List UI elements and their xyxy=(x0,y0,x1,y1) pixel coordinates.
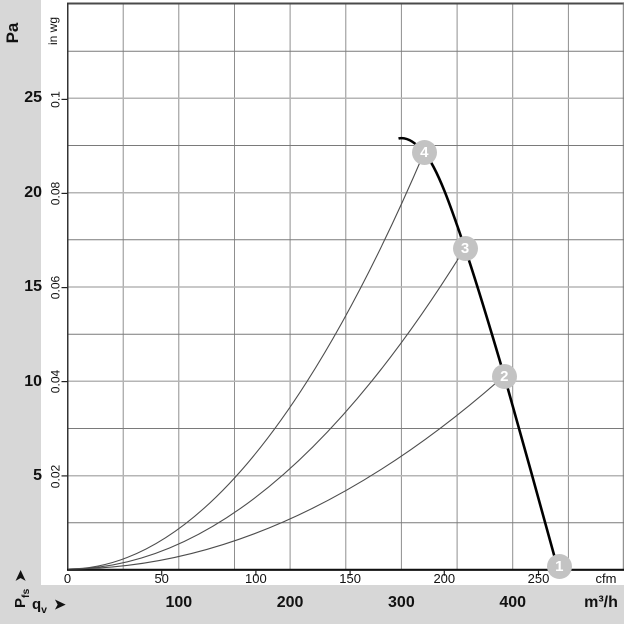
cfm-tick-label-150: 150 xyxy=(339,571,361,586)
y-axis-unit-pa: Pa xyxy=(3,22,22,44)
inwg-tick-label-0.02: 0.02 xyxy=(48,464,63,488)
qv-text: q xyxy=(32,596,42,613)
grid-horizontal-lines-dark xyxy=(67,50,624,524)
qv-subscript: v xyxy=(41,604,48,616)
cfm-tick-label-200: 200 xyxy=(433,571,456,586)
operating-point-badge-4: 4 xyxy=(411,140,437,166)
pa-tick-label-20: 20 xyxy=(24,183,42,201)
m3h-tick-label-300: 300 xyxy=(388,594,415,611)
pa-tick-label-15: 15 xyxy=(24,278,42,295)
pa-tick-label-10: 10 xyxy=(24,372,42,390)
y-axis-unit-inwg: in wg xyxy=(46,17,60,46)
cfm-tick-label-0: 0 xyxy=(63,571,72,586)
operating-point-badge-2: 2 xyxy=(491,363,517,389)
cfm-tick-marks xyxy=(161,570,540,576)
inwg-tick-label-0.1: 0.1 xyxy=(48,91,63,108)
system-curve-to-3 xyxy=(67,247,466,570)
system-curve-to-2 xyxy=(67,375,505,570)
m3h-tick-label-100: 100 xyxy=(165,594,193,611)
cfm-tick-label-250: 250 xyxy=(527,571,550,586)
pa-tick-label-25: 25 xyxy=(24,89,42,106)
m3h-tick-label-400: 400 xyxy=(499,594,527,611)
pfs-subscript: fs xyxy=(20,588,32,599)
cfm-tick-label-100: 100 xyxy=(245,571,267,586)
system-resistance-curves xyxy=(67,152,505,570)
y-axis-quantity-pfs: Pfs ➤ xyxy=(10,552,32,624)
operating-point-badge-1: 1 xyxy=(546,554,572,580)
plot-background xyxy=(41,0,624,585)
flow-direction-arrow-icon: ➤ xyxy=(54,596,66,612)
pa-tick-label-5: 5 xyxy=(33,466,42,484)
inwg-tick-label-0.08: 0.08 xyxy=(48,181,63,206)
x-axis-unit-m3h: m³/h xyxy=(584,594,618,611)
operating-point-badge-3: 3 xyxy=(452,235,478,261)
fan-curve xyxy=(398,136,559,568)
pfs-text: P xyxy=(12,598,29,609)
pressure-direction-arrow-icon: ➤ xyxy=(12,569,28,582)
system-curve-to-4 xyxy=(67,152,425,570)
inwg-tick-label-0.06: 0.06 xyxy=(48,275,63,300)
inwg-tick-label-0.04: 0.04 xyxy=(48,369,63,394)
x-axis-unit-cfm: cfm xyxy=(595,571,617,586)
inwg-tick-marks xyxy=(61,98,68,477)
cfm-tick-label-50: 50 xyxy=(154,571,169,586)
m3h-tick-label-200: 200 xyxy=(276,594,304,611)
x-axis-quantity-qv: qv ➤ xyxy=(32,595,66,616)
